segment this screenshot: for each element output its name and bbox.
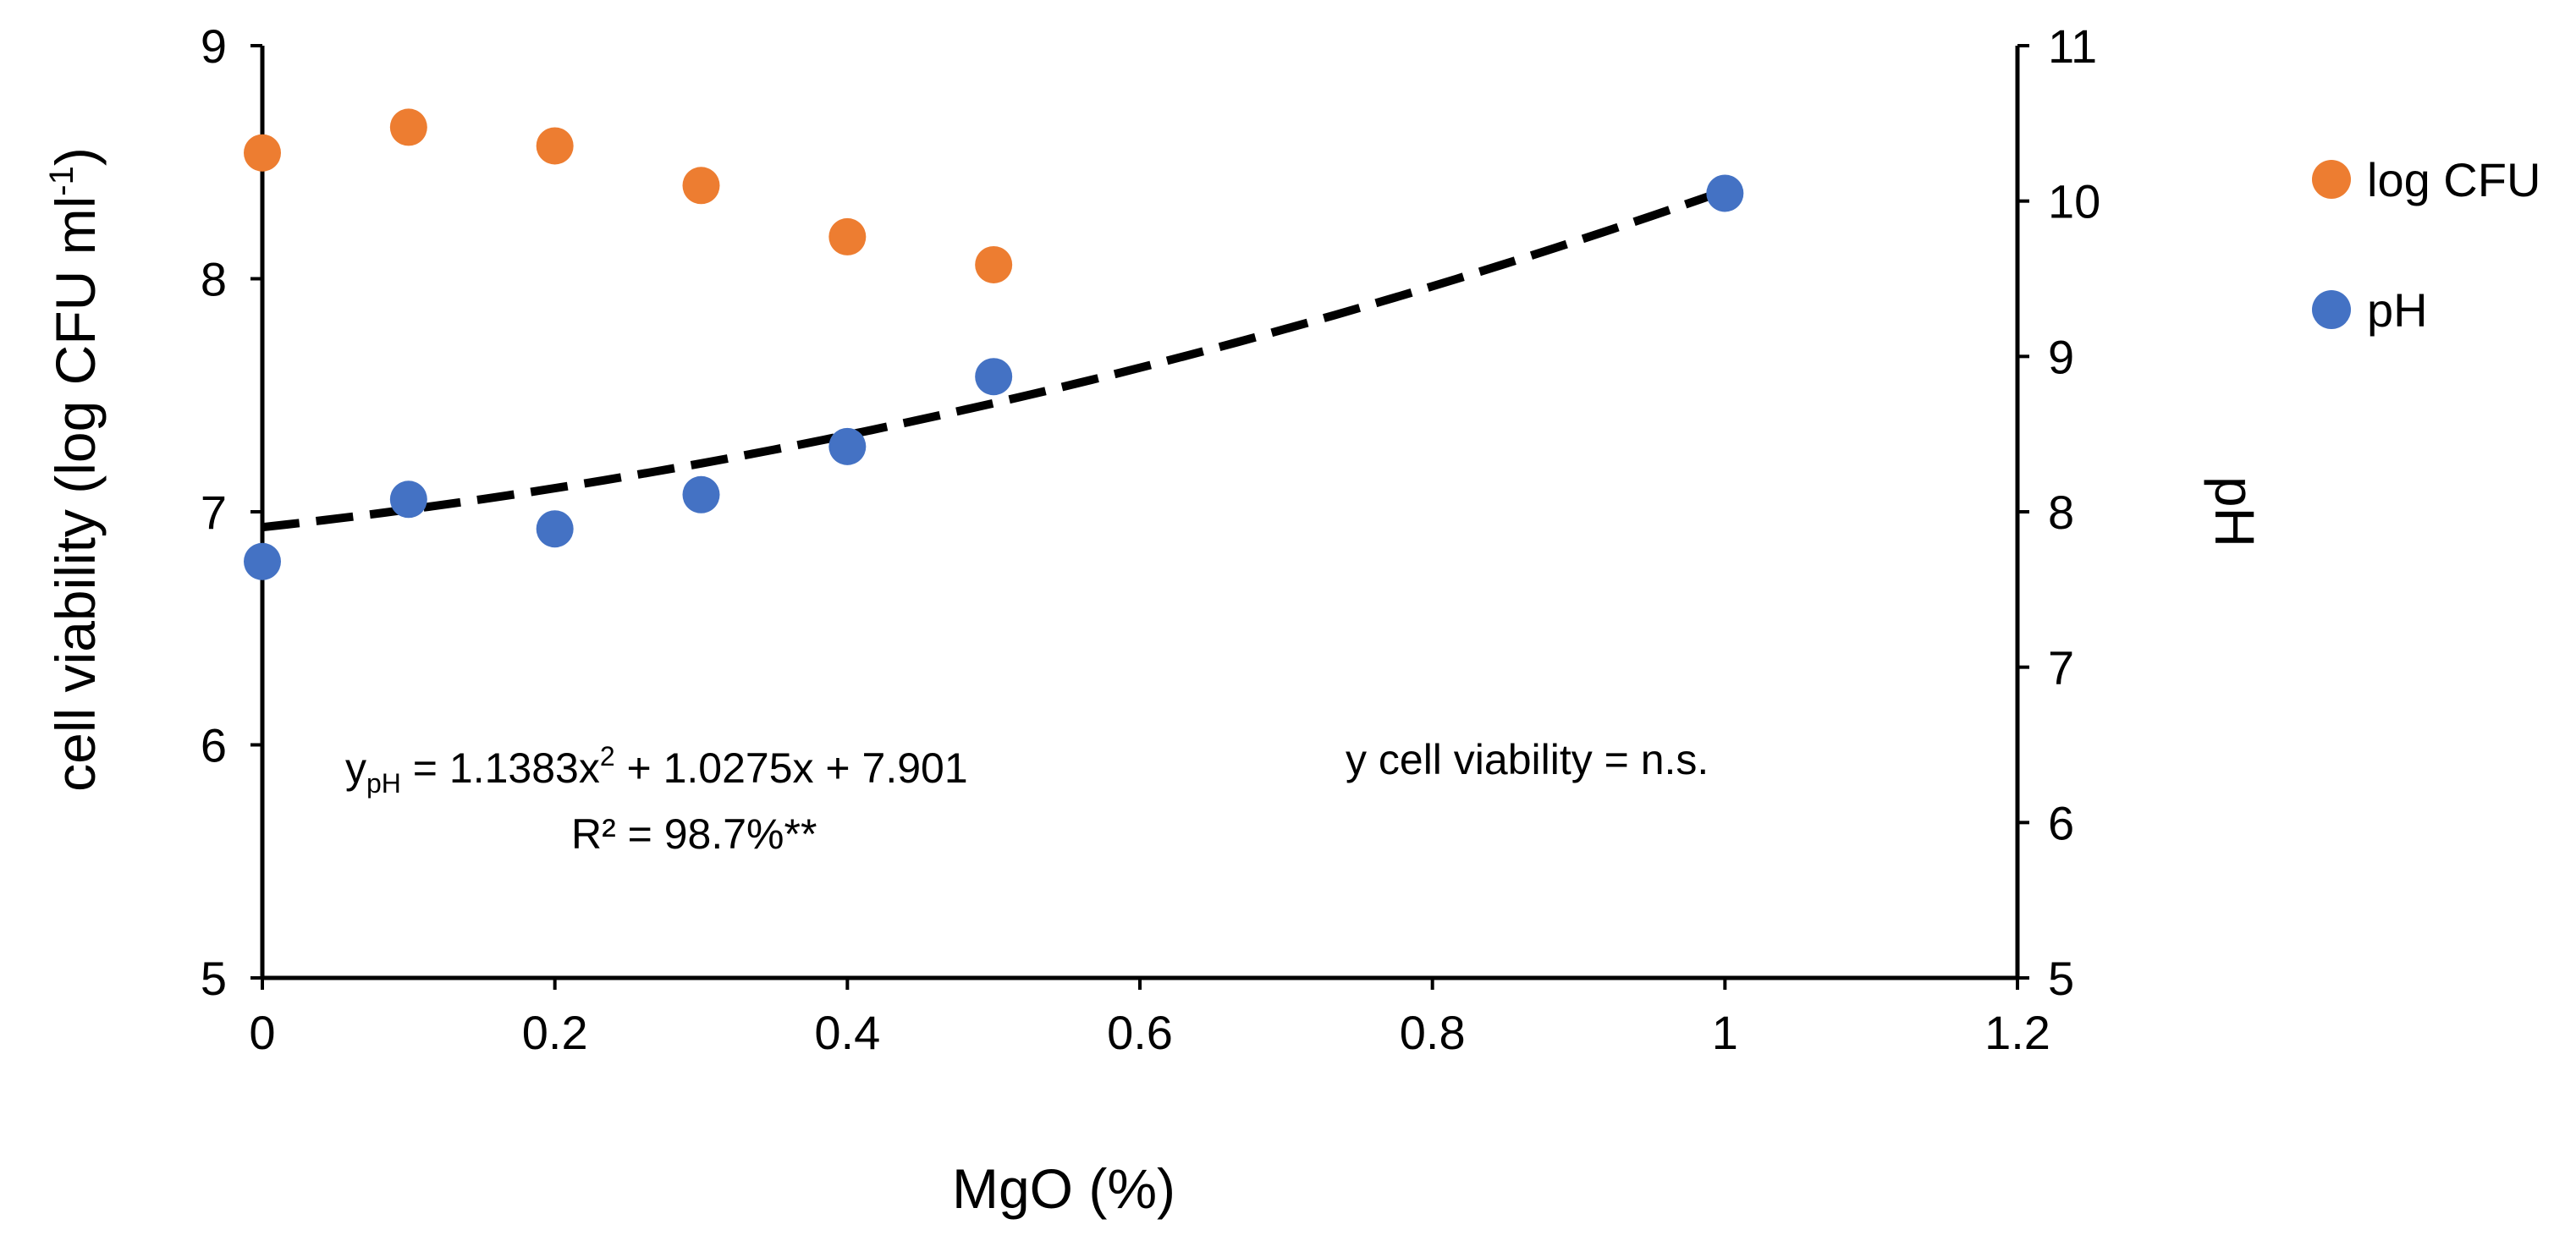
point-log-cfu <box>682 167 720 205</box>
cell-viability-annotation: y cell viability = n.s. <box>1346 736 1709 783</box>
point-ph <box>536 510 574 548</box>
equation-part2: + 1.0275x + 7.901 <box>615 744 968 792</box>
point-log-cfu <box>536 127 574 165</box>
right-y-tick-label: 9 <box>2048 330 2074 383</box>
equation-subscript: pH <box>366 768 401 799</box>
x-tick-label: 0.6 <box>1107 1006 1173 1059</box>
x-axis-ticks: 0 0.2 0.4 0.6 0.8 1 1.2 <box>249 978 2050 1059</box>
legend: log CFU pH <box>2312 153 2540 337</box>
left-y-axis-ticks: 5 6 7 8 9 <box>201 19 262 1005</box>
point-log-cfu <box>975 245 1013 283</box>
left-y-tick-label: 7 <box>201 486 227 539</box>
x-tick-label: 1 <box>1712 1006 1738 1059</box>
ph-equation-annotation: ypH = 1.1383x2 + 1.0275x + 7.901 <box>345 741 968 799</box>
x-tick-label: 0.2 <box>522 1006 588 1059</box>
point-log-cfu <box>828 217 867 255</box>
right-y-tick-label: 5 <box>2048 952 2074 1005</box>
left-y-tick-label: 9 <box>201 19 227 73</box>
point-ph <box>1706 174 1744 212</box>
left-y-tick-label: 6 <box>201 719 227 772</box>
point-ph <box>975 358 1013 396</box>
right-y-tick-label: 10 <box>2048 175 2100 228</box>
point-ph <box>828 427 867 465</box>
right-y-axis-title: pH <box>2204 476 2266 547</box>
point-ph <box>389 480 427 519</box>
plot-frame <box>260 46 2020 980</box>
legend-label-ph: pH <box>2367 283 2428 337</box>
left-y-tick-label: 8 <box>201 253 227 306</box>
x-tick-label: 1.2 <box>1984 1006 2050 1059</box>
x-tick-label: 0.4 <box>814 1006 880 1059</box>
equation-part1: = 1.1383x <box>401 744 600 792</box>
right-y-tick-label: 11 <box>2048 19 2097 73</box>
right-y-axis-ticks: 5 6 7 8 9 10 11 <box>2017 19 2100 1005</box>
point-ph <box>682 475 720 513</box>
left-y-axis-title-close: ) <box>44 147 107 166</box>
left-y-tick-label: 5 <box>201 952 227 1005</box>
left-y-axis-title-sup: -1 <box>43 166 80 196</box>
x-tick-label: 0 <box>249 1006 275 1059</box>
x-tick-label: 0.8 <box>1400 1006 1466 1059</box>
right-y-tick-label: 7 <box>2048 641 2074 695</box>
x-axis-title: MgO (%) <box>952 1157 1175 1220</box>
left-y-axis-title: cell viability (log CFU ml-1) <box>43 147 107 792</box>
right-y-tick-label: 6 <box>2048 796 2074 849</box>
legend-label-log-cfu: log CFU <box>2367 153 2540 206</box>
r-squared-annotation: R² = 98.7%** <box>571 810 817 858</box>
left-y-axis-title-main: cell viability (log CFU ml <box>44 196 107 792</box>
point-ph <box>244 542 281 580</box>
legend-marker-log-cfu <box>2312 160 2351 199</box>
data-points <box>244 108 1744 580</box>
legend-marker-ph <box>2312 290 2351 329</box>
point-log-cfu <box>244 134 281 172</box>
ph-trendline <box>261 186 1726 532</box>
equation-prefix: y <box>345 744 366 792</box>
point-log-cfu <box>389 108 427 146</box>
right-y-tick-label: 8 <box>2048 486 2074 539</box>
equation-superscript: 2 <box>600 741 615 772</box>
